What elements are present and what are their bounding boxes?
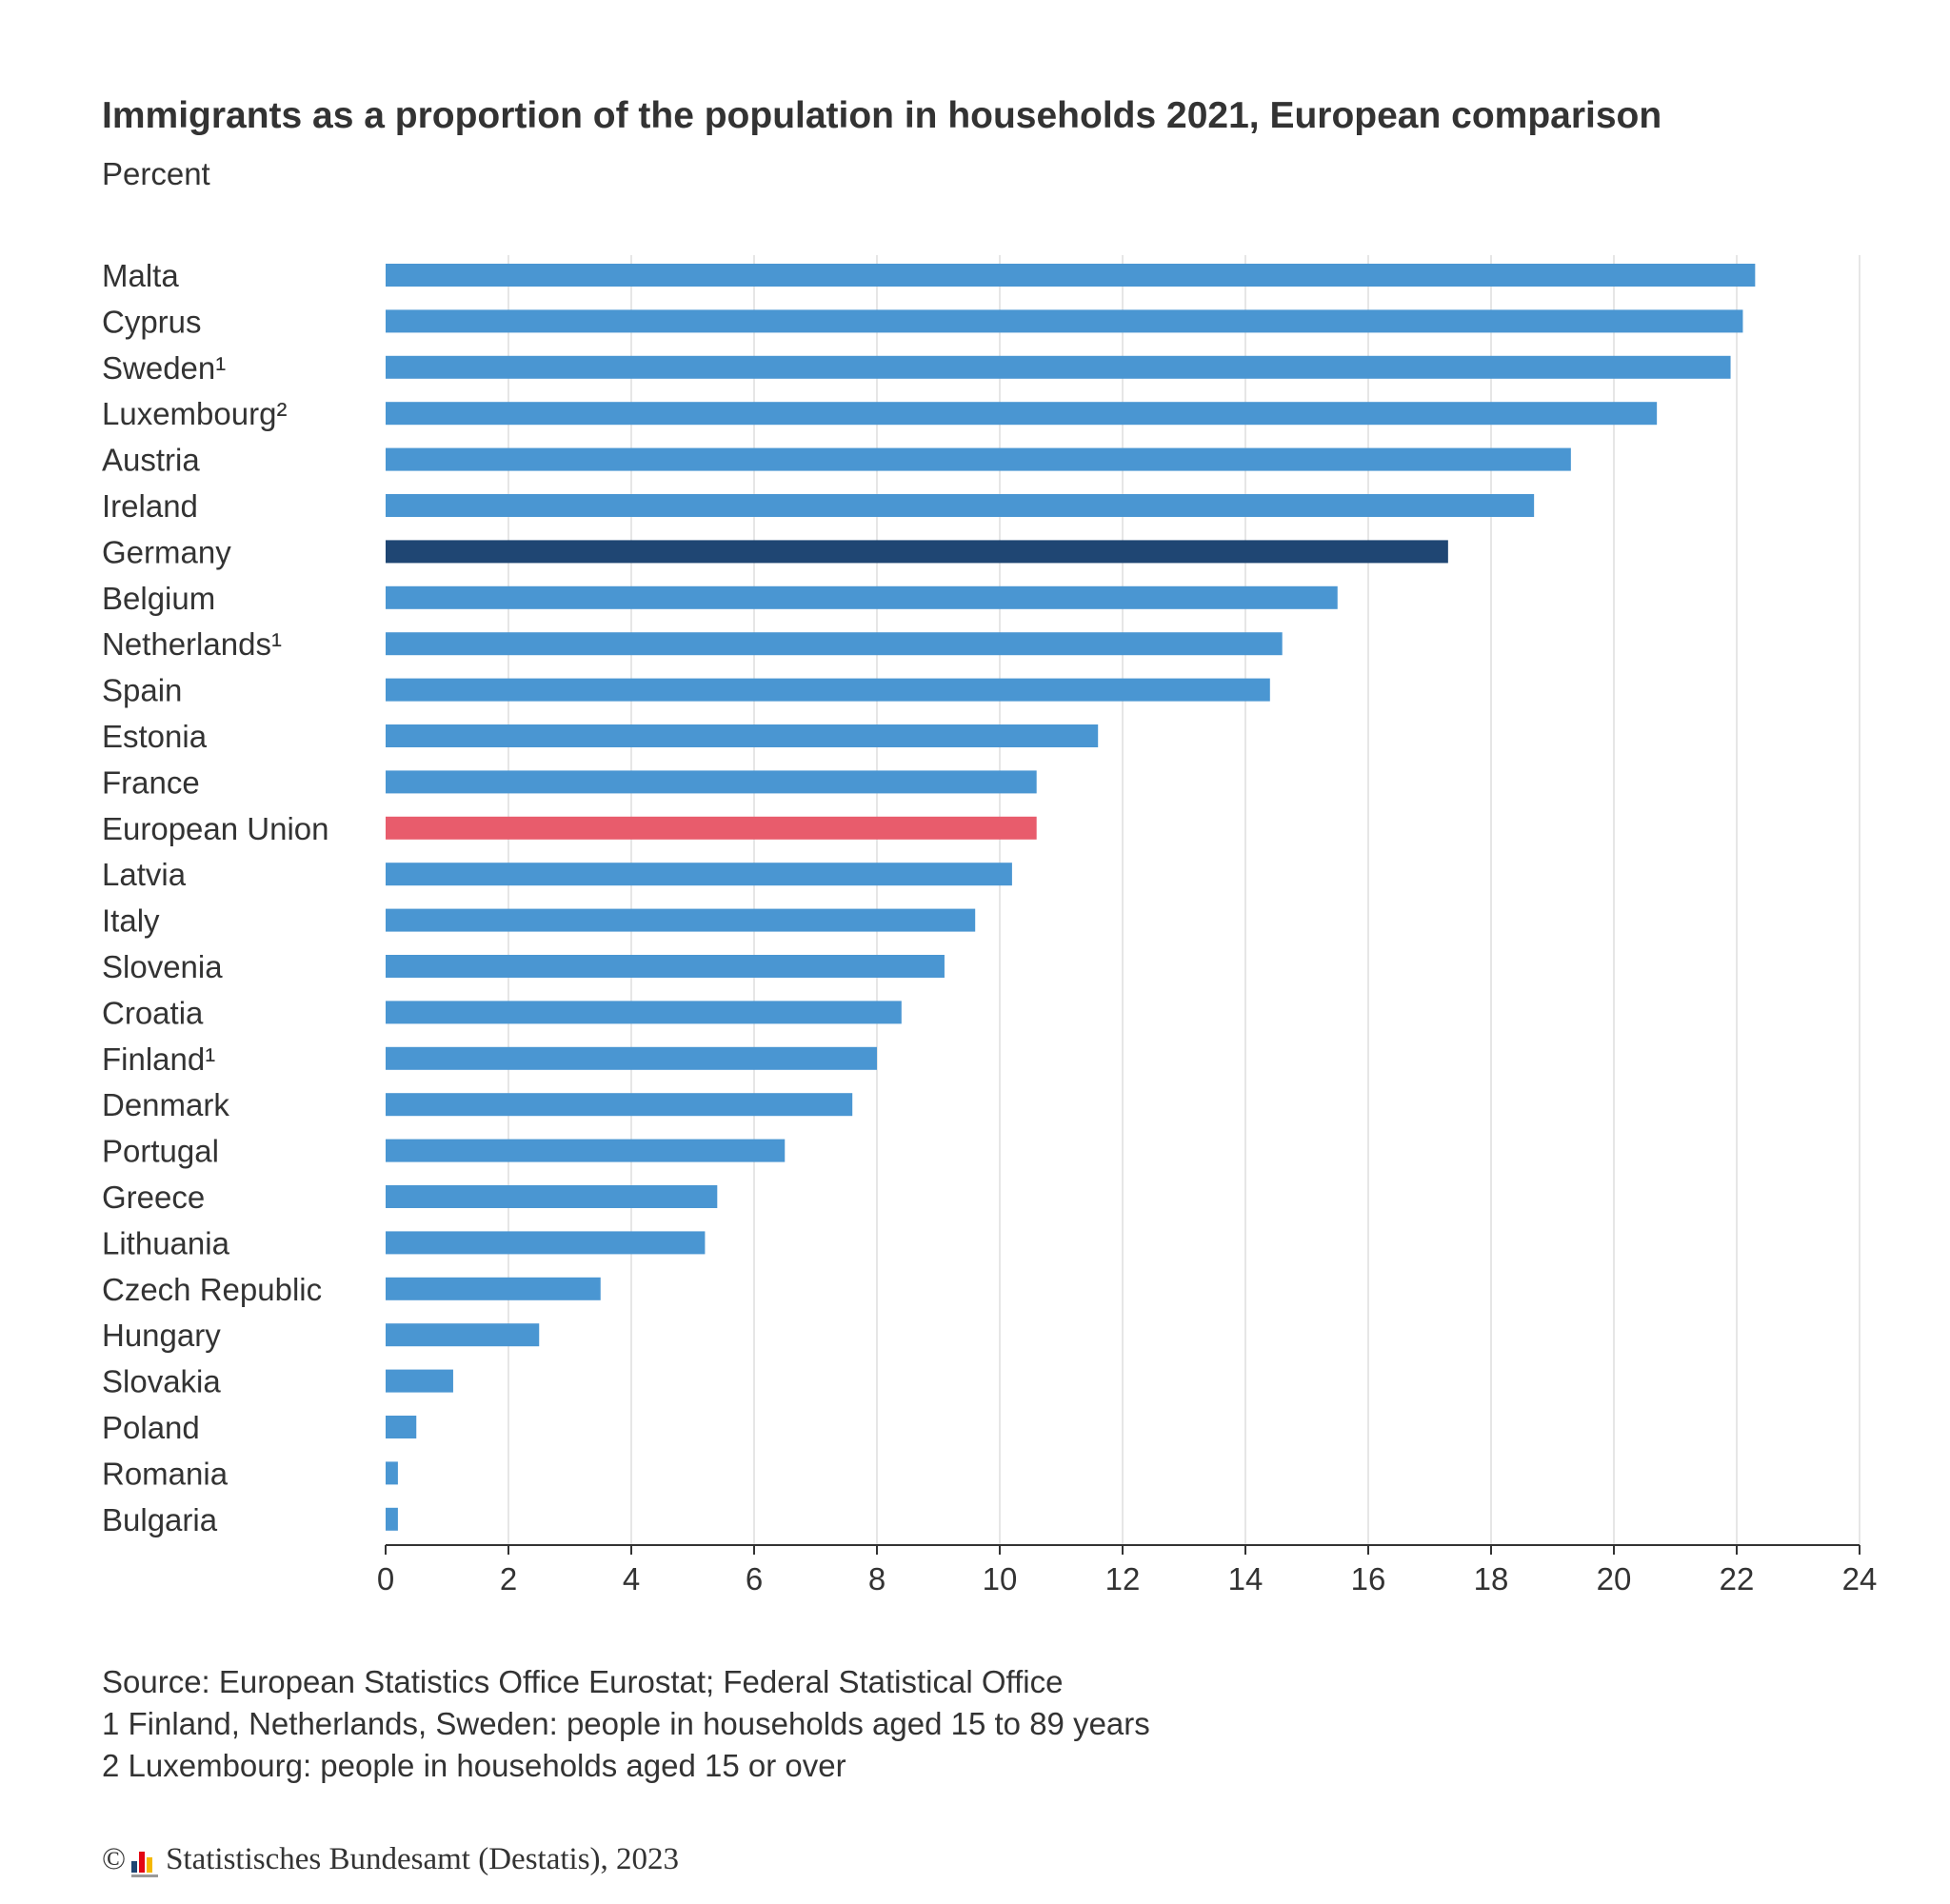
x-tick-label: 4	[623, 1561, 640, 1597]
bar	[386, 1046, 877, 1070]
bar	[386, 770, 1037, 794]
copyright-text: Statistisches Bundesamt (Destatis), 2023	[166, 1842, 680, 1876]
chart-subtitle: Percent	[102, 156, 210, 191]
category-label: Ireland	[102, 488, 198, 524]
bar	[386, 632, 1283, 656]
bar	[386, 494, 1535, 517]
bar	[386, 678, 1270, 702]
category-label: Hungary	[102, 1318, 221, 1353]
category-label: Bulgaria	[102, 1502, 218, 1537]
copyright-line: © Statistisches Bundesamt (Destatis), 20…	[102, 1842, 679, 1877]
category-label: Finland¹	[102, 1041, 215, 1077]
category-label: Romania	[102, 1456, 229, 1491]
category-label: Spain	[102, 673, 182, 708]
x-tick-label: 10	[983, 1561, 1018, 1597]
category-label: Italy	[102, 903, 160, 939]
x-tick-label: 18	[1474, 1561, 1509, 1597]
category-label: Luxembourg²	[102, 396, 287, 431]
bar	[386, 908, 976, 932]
category-label: Croatia	[102, 995, 204, 1030]
bar	[386, 955, 945, 978]
category-label: Austria	[102, 443, 200, 478]
category-label: Portugal	[102, 1134, 219, 1169]
bar	[386, 1185, 718, 1208]
bar	[386, 1323, 540, 1347]
x-tick-label: 24	[1842, 1561, 1878, 1597]
category-label: Poland	[102, 1410, 200, 1445]
copyright-symbol: ©	[102, 1842, 127, 1876]
x-tick-label: 20	[1597, 1561, 1632, 1597]
bar	[386, 724, 1099, 747]
x-tick-label: 8	[868, 1561, 885, 1597]
category-label: Netherlands¹	[102, 626, 282, 662]
x-tick-label: 16	[1351, 1561, 1386, 1597]
bar	[386, 816, 1037, 840]
x-axis: 0 2 4 6 8 10 12 14 16 18 20 22 24	[377, 1544, 1878, 1597]
destatis-logo-icon	[131, 1848, 159, 1877]
chart-title: Immigrants as a proportion of the popula…	[102, 95, 1662, 136]
x-tick-label: 2	[500, 1561, 517, 1597]
bar	[386, 264, 1756, 287]
bar	[386, 1507, 398, 1531]
category-label: Cyprus	[102, 304, 202, 339]
category-label: Denmark	[102, 1087, 229, 1122]
category-label: European Union	[102, 811, 329, 846]
x-tick-label: 12	[1105, 1561, 1141, 1597]
category-label: France	[102, 764, 200, 800]
source-note: Source: European Statistics Office Euros…	[102, 1664, 1064, 1699]
category-label: Estonia	[102, 719, 208, 754]
footnote-2: 2 Luxembourg: people in households aged …	[102, 1748, 846, 1783]
category-label: Greece	[102, 1180, 205, 1215]
bar	[386, 1001, 902, 1024]
footnotes: Source: European Statistics Office Euros…	[102, 1661, 1150, 1787]
x-tick-label: 6	[746, 1561, 763, 1597]
bar	[386, 1231, 706, 1255]
bar	[386, 309, 1743, 333]
category-label: Lithuania	[102, 1225, 230, 1260]
bar	[386, 585, 1338, 609]
category-label: Czech Republic	[102, 1272, 322, 1307]
bar	[386, 1277, 601, 1300]
bar	[386, 863, 1012, 886]
bar	[386, 1369, 453, 1393]
bar	[386, 355, 1731, 379]
x-tick-label: 0	[377, 1561, 394, 1597]
bar	[386, 402, 1658, 426]
category-label: Slovenia	[102, 949, 223, 984]
x-tick-label: 14	[1228, 1561, 1264, 1597]
footnote-1: 1 Finland, Netherlands, Sweden: people i…	[102, 1706, 1150, 1741]
category-label: Malta	[102, 258, 179, 293]
bar	[386, 1416, 417, 1438]
bar	[386, 1139, 786, 1162]
category-label: Germany	[102, 534, 231, 569]
x-tick-label: 22	[1720, 1561, 1755, 1597]
bar	[386, 1461, 398, 1485]
bar	[386, 447, 1571, 471]
bars	[386, 264, 1756, 1531]
category-label: Belgium	[102, 581, 215, 616]
bar	[386, 540, 1448, 564]
bar	[386, 1093, 853, 1117]
category-label: Slovakia	[102, 1364, 221, 1399]
category-label: Latvia	[102, 857, 187, 892]
category-label: Sweden¹	[102, 350, 226, 386]
category-labels: Malta Cyprus Sweden¹ Luxembourg² Austria Irel…	[102, 258, 329, 1537]
